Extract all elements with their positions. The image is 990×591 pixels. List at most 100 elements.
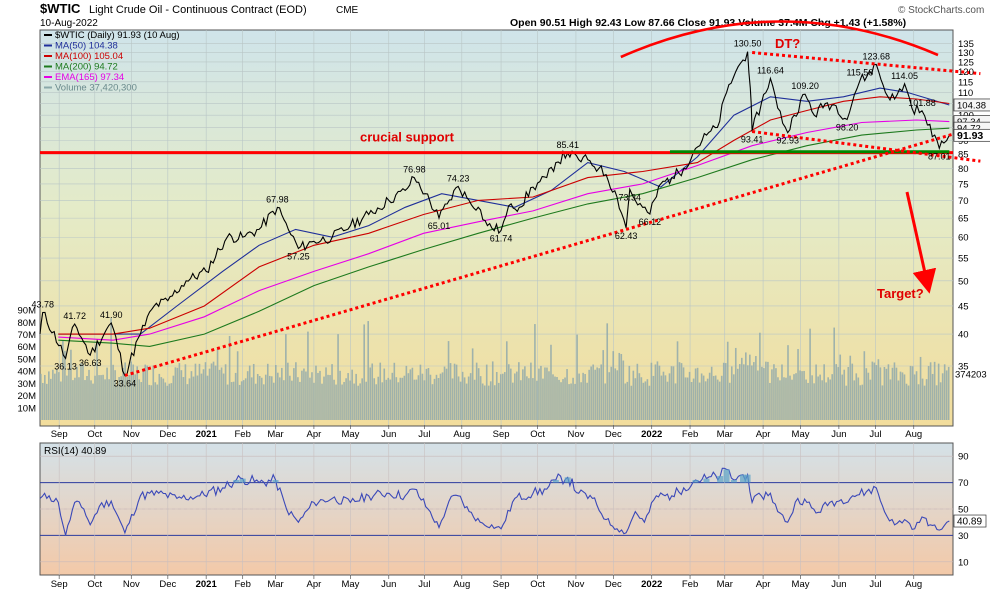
x-tick-label: Dec bbox=[605, 429, 622, 440]
volume-bar bbox=[644, 381, 647, 420]
price-annotation: 130.50 bbox=[734, 39, 762, 49]
volume-bar bbox=[46, 383, 48, 420]
volume-bar bbox=[313, 382, 315, 420]
volume-bar bbox=[188, 378, 191, 420]
x-tick-label: Oct bbox=[87, 579, 102, 590]
volume-bar bbox=[785, 377, 787, 420]
volume-bar bbox=[833, 327, 835, 420]
volume-bar bbox=[622, 360, 625, 420]
volume-bar bbox=[54, 373, 56, 420]
volume-bar bbox=[375, 384, 378, 420]
volume-bar bbox=[512, 382, 514, 420]
volume-bar bbox=[646, 379, 649, 420]
volume-bar bbox=[817, 376, 819, 420]
price-tick-label: 70 bbox=[958, 196, 969, 207]
volume-bar bbox=[154, 382, 157, 420]
volume-bar bbox=[686, 377, 689, 420]
volume-bar bbox=[520, 380, 522, 420]
volume-bar bbox=[102, 374, 104, 420]
volume-bar bbox=[327, 374, 329, 420]
rsi-grid bbox=[40, 443, 953, 575]
chart-date: 10-Aug-2022 bbox=[40, 18, 98, 29]
volume-bar bbox=[570, 383, 572, 420]
volume-bar bbox=[895, 367, 898, 420]
x-tick-label: Apr bbox=[756, 579, 771, 590]
volume-bar bbox=[730, 366, 733, 420]
legend-entry: MA(50) 104.38 bbox=[55, 41, 118, 52]
volume-bar bbox=[487, 385, 490, 420]
rsi-panel: RSI(14) 40.89 bbox=[39, 442, 954, 576]
volume-bar bbox=[863, 351, 866, 420]
volume-bar bbox=[538, 368, 540, 420]
volume-bar bbox=[536, 380, 538, 420]
volume-bar bbox=[616, 370, 619, 420]
price-annotation: 66.12 bbox=[639, 217, 662, 227]
volume-bar bbox=[909, 365, 912, 420]
volume-bar bbox=[351, 369, 353, 420]
watermark: © StockCharts.com bbox=[898, 5, 984, 16]
volume-bar bbox=[598, 368, 600, 420]
volume-bar bbox=[323, 376, 325, 420]
volume-bar bbox=[214, 365, 217, 420]
x-tick-label: Mar bbox=[717, 579, 733, 590]
volume-bar bbox=[566, 369, 568, 420]
volume-bar bbox=[365, 381, 367, 420]
volume-bar bbox=[666, 381, 669, 420]
volume-bar bbox=[120, 376, 122, 420]
x-tick-label: Mar bbox=[267, 579, 283, 590]
volume-bar bbox=[321, 383, 323, 420]
volume-bar bbox=[648, 385, 651, 420]
volume-bar bbox=[277, 372, 279, 420]
volume-bar bbox=[184, 364, 187, 420]
volume-bar bbox=[514, 373, 516, 420]
ohlc-readout: Open 90.51 High 92.43 Low 87.66 Close 91… bbox=[510, 17, 906, 29]
volume-bar bbox=[614, 368, 617, 420]
x-tick-label: Aug bbox=[453, 429, 470, 440]
rsi-overbought-fill bbox=[564, 477, 571, 483]
volume-bar bbox=[246, 371, 249, 420]
volume-bar bbox=[90, 380, 92, 420]
volume-bar bbox=[939, 382, 942, 420]
x-tick-label: Dec bbox=[159, 579, 176, 590]
volume-bar bbox=[190, 371, 193, 420]
volume-bar bbox=[574, 383, 576, 420]
volume-bar bbox=[329, 375, 331, 420]
volume-bar bbox=[528, 378, 530, 420]
volume-bar bbox=[361, 378, 363, 420]
volume-bar bbox=[803, 370, 805, 420]
volume-bar bbox=[781, 364, 783, 420]
volume-bar bbox=[907, 385, 910, 420]
volume-bar bbox=[58, 372, 60, 420]
volume-bar bbox=[941, 373, 944, 420]
x-tick-label: May bbox=[341, 579, 359, 590]
volume-bar bbox=[485, 364, 488, 420]
current-value-box bbox=[953, 98, 990, 112]
x-tick-label: Oct bbox=[530, 429, 545, 440]
volume-bar bbox=[437, 377, 440, 420]
rsi-tick-label: 30 bbox=[958, 531, 969, 542]
volume-bar bbox=[146, 365, 149, 420]
volume-bar bbox=[495, 371, 498, 420]
x-tick-label: Jul bbox=[418, 579, 430, 590]
volume-bar bbox=[40, 373, 42, 420]
volume-tick-label: 30M bbox=[18, 379, 37, 390]
volume-bar bbox=[178, 363, 181, 420]
volume-bar bbox=[359, 383, 361, 420]
volume-bar bbox=[929, 362, 932, 420]
price-annotation: 62.43 bbox=[615, 231, 638, 241]
volume-bar bbox=[92, 383, 94, 420]
x-tick-label: Jun bbox=[381, 579, 396, 590]
volume-bar bbox=[385, 379, 388, 420]
volume-bar bbox=[664, 375, 667, 420]
volume-bar bbox=[592, 364, 594, 420]
volume-bar bbox=[331, 364, 333, 420]
volume-bar bbox=[305, 371, 307, 420]
price-annotation: 109.20 bbox=[791, 81, 819, 91]
x-tick-label: Jul bbox=[418, 429, 430, 440]
rsi-overbought-fill bbox=[723, 469, 730, 483]
volume-bar bbox=[931, 373, 934, 420]
volume-bar bbox=[670, 366, 673, 420]
volume-bar bbox=[845, 385, 848, 420]
volume-bar bbox=[927, 366, 930, 420]
volume-bar bbox=[660, 375, 663, 420]
